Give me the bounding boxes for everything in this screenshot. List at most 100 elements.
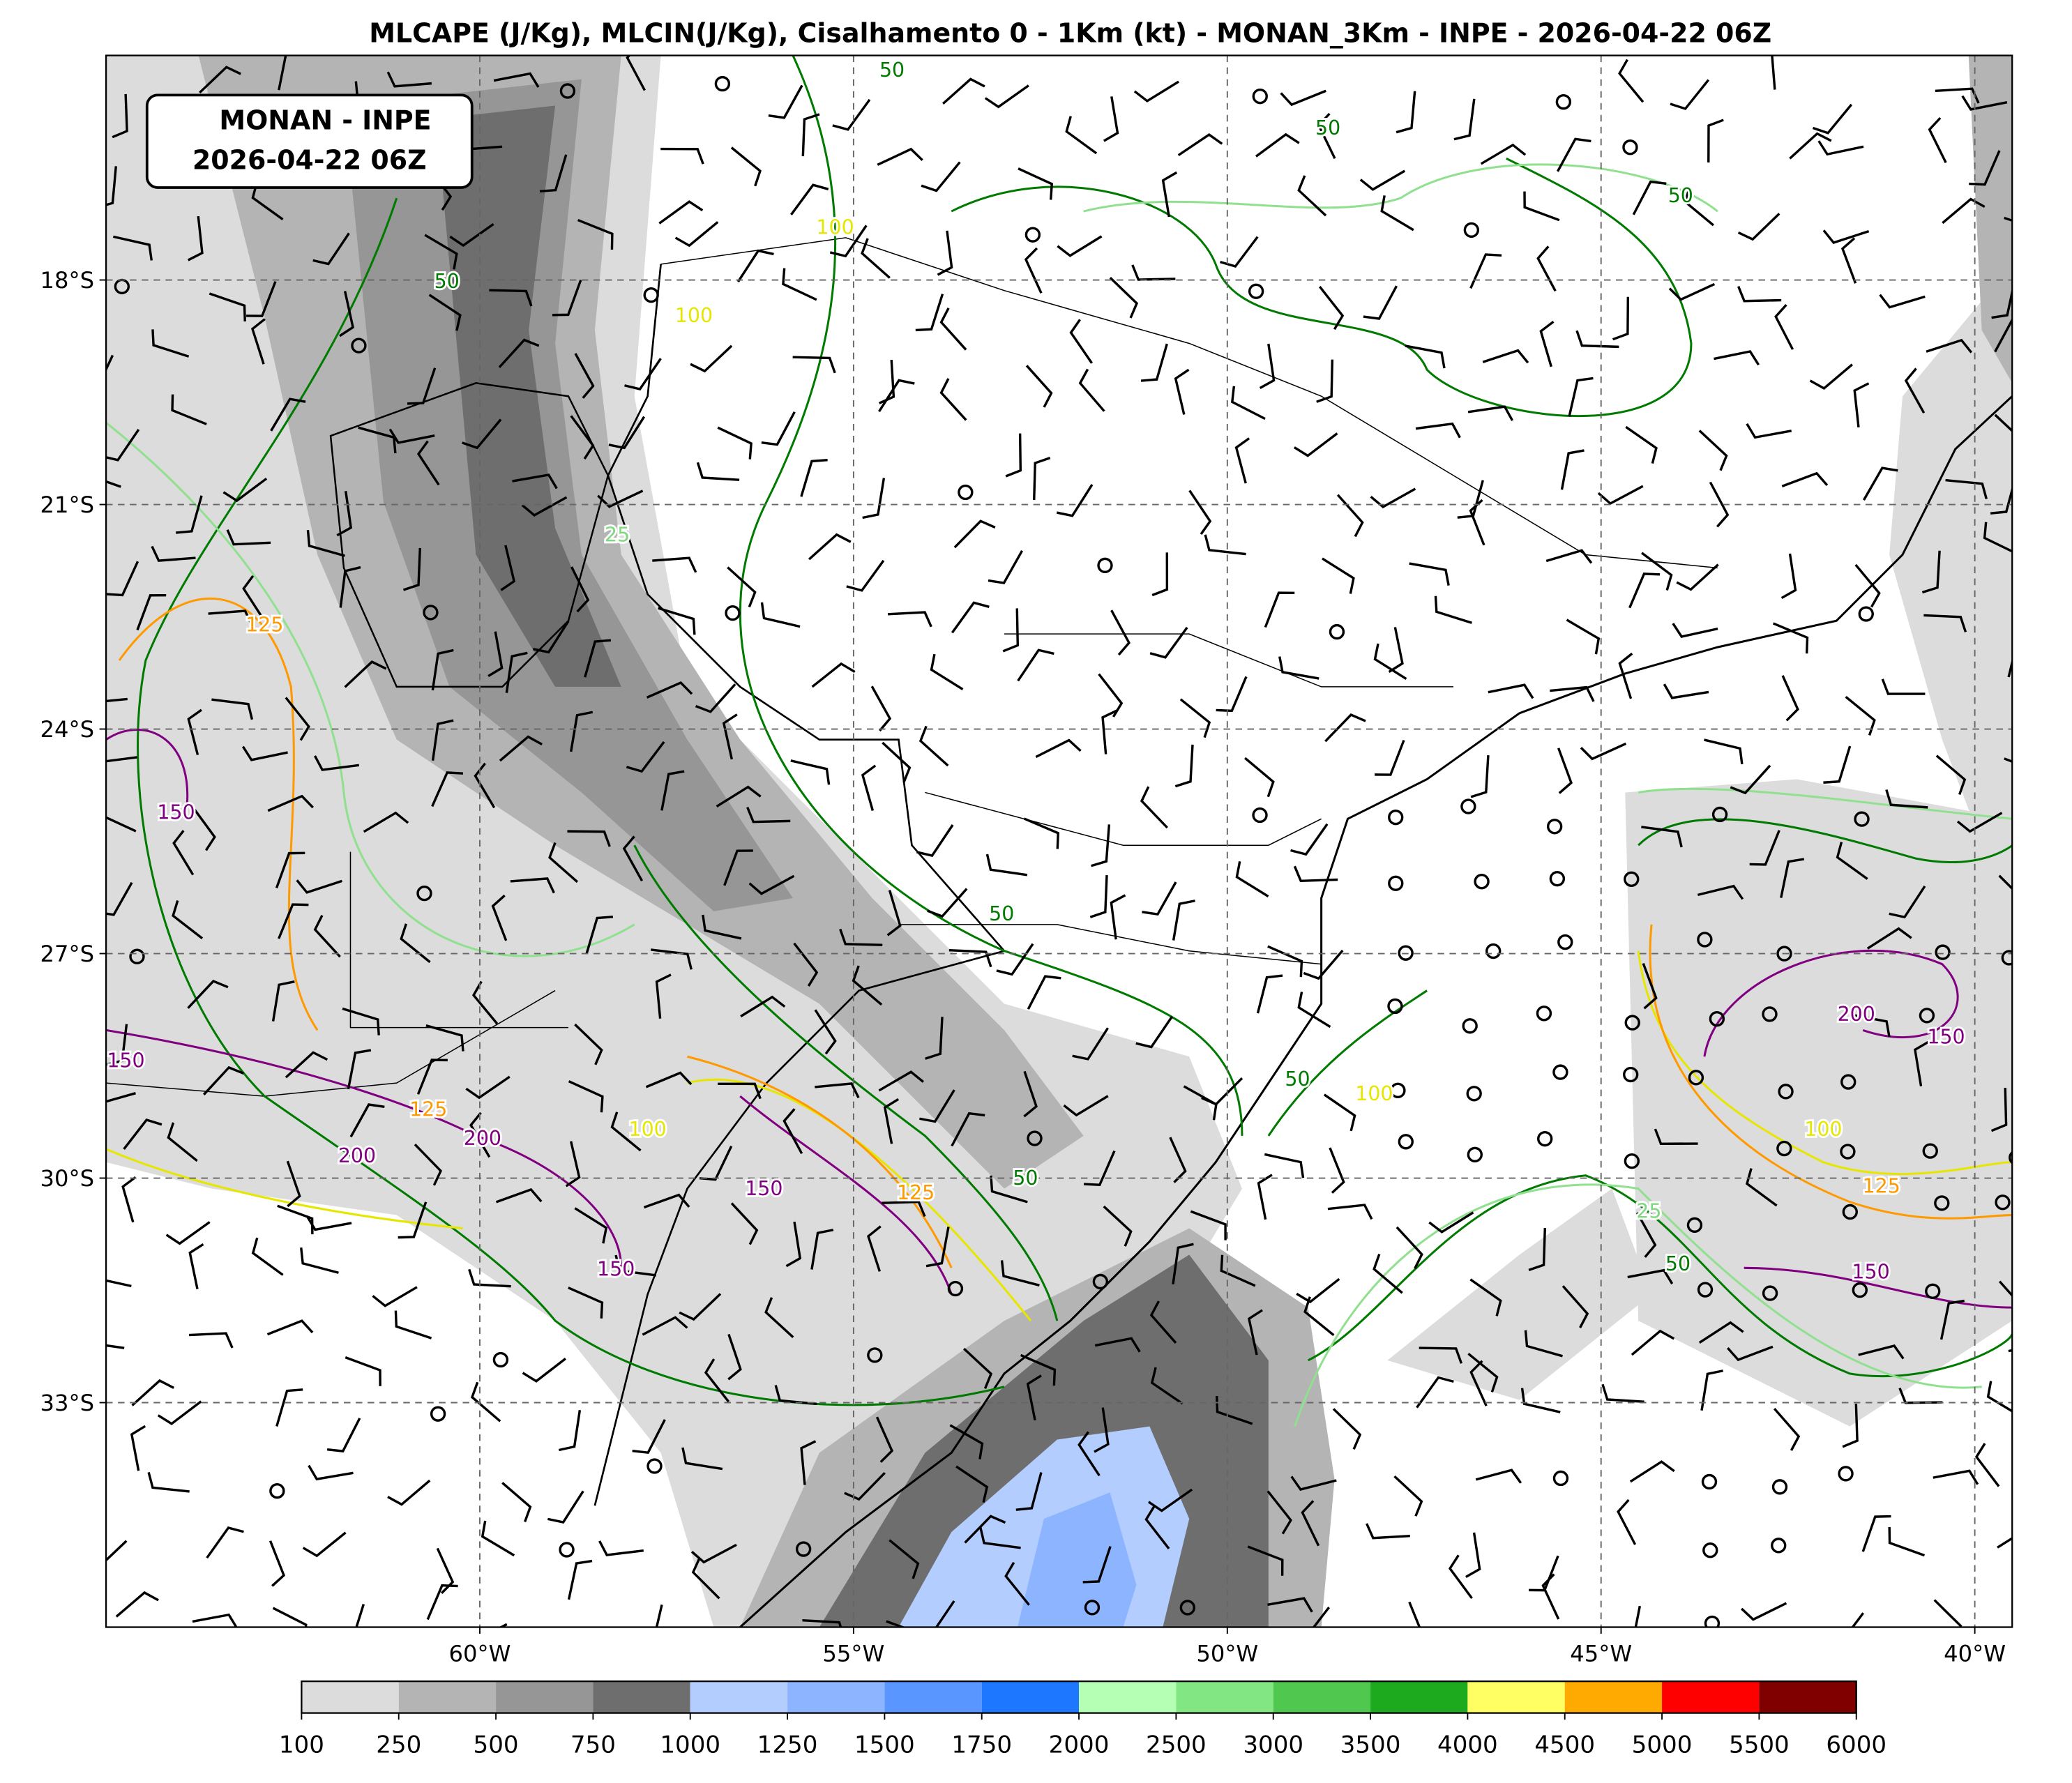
wind-barb xyxy=(387,1479,431,1506)
colorbar-label: 2000 xyxy=(1049,1731,1110,1759)
wind-barb xyxy=(431,648,454,691)
wind-barb xyxy=(1772,622,1809,654)
wind-barb xyxy=(1024,247,1043,294)
wind-barb xyxy=(916,824,954,857)
wind-barb xyxy=(539,154,568,193)
wind-barb xyxy=(552,279,582,317)
wind-barb xyxy=(1142,881,1177,916)
calm-marker xyxy=(1701,1473,1718,1490)
wind-barb xyxy=(414,1144,443,1186)
contour-label: 50 xyxy=(1665,1252,1691,1275)
wind-barb xyxy=(1179,698,1211,738)
calm-marker xyxy=(1252,807,1268,824)
wind-barb xyxy=(1297,175,1327,217)
contour-label: 25 xyxy=(605,524,630,547)
wind-barb xyxy=(250,318,266,365)
wind-barb xyxy=(1467,1353,1499,1393)
wind-barb xyxy=(277,1204,314,1235)
wind-barb xyxy=(1177,133,1223,157)
wind-barb xyxy=(1961,95,2008,111)
wind-barb xyxy=(468,1268,511,1288)
wind-barb xyxy=(106,1344,125,1349)
lat-label: 18°S xyxy=(40,267,94,294)
contour-label: 150 xyxy=(157,801,195,824)
wind-barb xyxy=(123,1118,162,1150)
border xyxy=(329,382,610,688)
wind-barb xyxy=(811,662,856,688)
wind-barb xyxy=(1881,678,1926,695)
wind-barb xyxy=(416,1059,448,1095)
wind-barb xyxy=(349,1103,385,1138)
wind-barb xyxy=(814,1009,837,1055)
wind-barb xyxy=(598,1540,644,1556)
wind-barb xyxy=(1836,842,1868,880)
wind-barb xyxy=(1057,235,1103,257)
wind-barb xyxy=(548,842,579,883)
coastline xyxy=(739,395,2013,1628)
wind-barb xyxy=(918,1600,955,1628)
wind-barb xyxy=(1259,343,1276,390)
wind-barb xyxy=(1025,365,1053,408)
wind-barb xyxy=(852,965,883,1006)
wind-barb xyxy=(990,1175,1028,1204)
calm-marker xyxy=(423,605,439,621)
wind-barb xyxy=(1267,1597,1313,1613)
calm-marker xyxy=(1776,946,1792,962)
calm-marker xyxy=(351,337,367,354)
calm-marker xyxy=(795,1541,812,1557)
wind-barb xyxy=(614,1254,657,1277)
contour-label: 50 xyxy=(1013,1167,1038,1190)
wind-barb xyxy=(1005,433,1022,478)
wind-barb xyxy=(782,1108,803,1155)
calm-marker xyxy=(1711,806,1728,823)
wind-barb xyxy=(1264,1153,1305,1178)
wind-barb xyxy=(1296,1277,1340,1304)
wind-barb xyxy=(1866,927,1912,950)
calm-marker xyxy=(2013,1006,2027,1019)
wind-barb xyxy=(1914,1040,1930,1086)
wind-barb xyxy=(209,292,246,322)
wind-barb xyxy=(622,835,644,882)
wind-barb xyxy=(870,685,892,732)
calm-marker xyxy=(1537,1130,1553,1147)
wind-barb xyxy=(388,428,435,444)
wind-barb xyxy=(658,200,704,225)
wind-barb xyxy=(937,230,953,276)
colorbar-label: 1250 xyxy=(757,1731,818,1759)
wind-barb xyxy=(1709,481,1730,528)
wind-barb xyxy=(222,477,268,503)
wind-barb xyxy=(930,653,964,690)
calm-marker xyxy=(725,605,741,621)
wind-barb xyxy=(1475,1469,1522,1484)
wind-barb xyxy=(2011,613,2013,615)
wind-barb xyxy=(1280,89,1326,107)
wind-barb xyxy=(844,1472,886,1501)
wind-barb xyxy=(1256,974,1283,1014)
wind-barb xyxy=(1601,1383,1644,1403)
wind-barb xyxy=(886,890,902,936)
wind-barb xyxy=(559,1409,582,1452)
wind-barb xyxy=(1684,186,1714,227)
lat-label: 30°S xyxy=(40,1165,94,1192)
wind-barb xyxy=(925,1017,944,1060)
wind-barb xyxy=(270,397,306,432)
calm-marker xyxy=(1097,557,1113,574)
colorbar-swatch xyxy=(1370,1681,1468,1713)
wind-barb xyxy=(426,1584,458,1621)
wind-barbs xyxy=(106,55,2027,1628)
wind-barb xyxy=(1642,962,1658,1010)
wind-barb xyxy=(165,1221,211,1245)
wind-barb xyxy=(691,1557,720,1600)
wind-barb xyxy=(1700,1370,1724,1411)
lon-label: 60°W xyxy=(449,1641,511,1667)
wind-barb xyxy=(1147,1488,1193,1512)
wind-barb xyxy=(1359,169,1406,191)
wind-barb xyxy=(955,1465,989,1503)
wind-barb xyxy=(407,367,437,405)
wind-barb xyxy=(1131,264,1176,281)
wind-barb xyxy=(808,533,852,561)
calm-marker xyxy=(1623,1066,1639,1083)
wind-barb xyxy=(829,225,868,258)
wind-barb xyxy=(106,1279,132,1288)
wind-barb xyxy=(574,1023,603,1065)
